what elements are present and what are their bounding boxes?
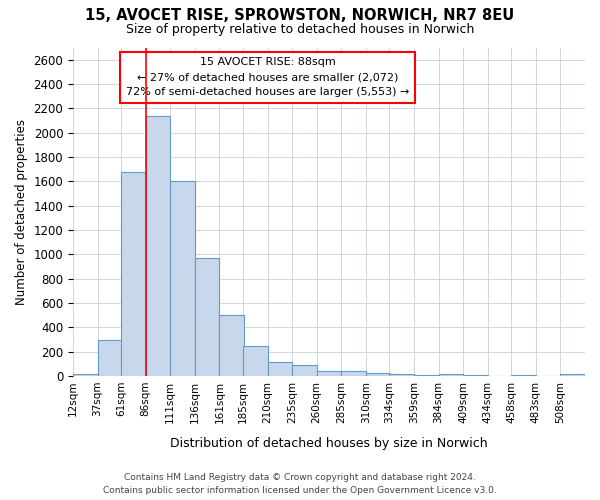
Bar (414, 374, 439, 376)
Bar (292, 364, 317, 376)
Text: Size of property relative to detached houses in Norwich: Size of property relative to detached ho… (126, 22, 474, 36)
Bar (73, 374, 98, 376)
Bar (195, 258, 220, 376)
Text: 15, AVOCET RISE, SPROWSTON, NORWICH, NR7 8EU: 15, AVOCET RISE, SPROWSTON, NORWICH, NR7… (85, 8, 515, 22)
Bar (268, 362, 292, 376)
Bar (366, 373, 391, 376)
Bar (341, 372, 366, 376)
Text: 15 AVOCET RISE: 88sqm
← 27% of detached houses are smaller (2,072)
72% of semi-d: 15 AVOCET RISE: 88sqm ← 27% of detached … (126, 58, 409, 97)
Text: Contains HM Land Registry data © Crown copyright and database right 2024.
Contai: Contains HM Land Registry data © Crown c… (103, 474, 497, 495)
Bar (98, 340, 122, 376)
Bar (560, 374, 585, 376)
Bar (243, 346, 268, 376)
Bar (121, 172, 146, 376)
Bar (511, 375, 536, 376)
X-axis label: Distribution of detached houses by size in Norwich: Distribution of detached houses by size … (170, 437, 488, 450)
Bar (220, 314, 244, 376)
Bar (170, 182, 195, 376)
Bar (439, 374, 463, 376)
Bar (146, 116, 170, 376)
Bar (463, 375, 488, 376)
Bar (389, 374, 414, 376)
Bar (317, 372, 341, 376)
Y-axis label: Number of detached properties: Number of detached properties (15, 119, 28, 305)
